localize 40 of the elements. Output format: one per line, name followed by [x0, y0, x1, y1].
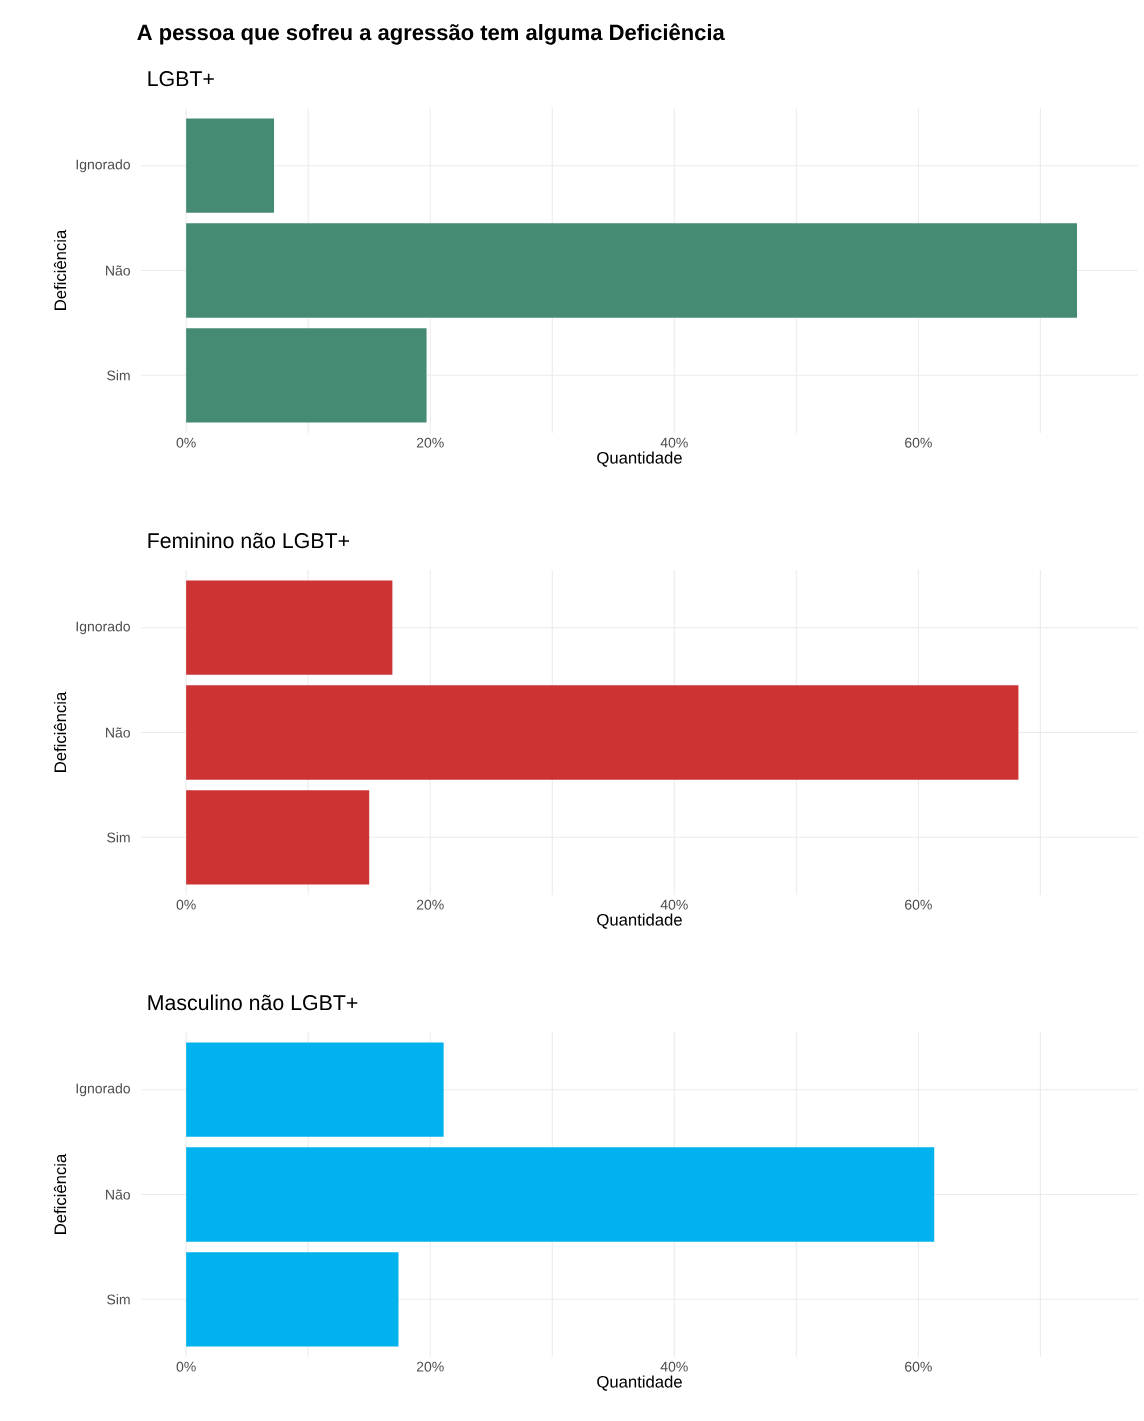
y-axis-title: Deficiência — [54, 691, 67, 772]
bar — [186, 1147, 935, 1242]
chart-subtitle: Masculino não LGBT+ — [148, 994, 358, 1011]
y-tick-label: Ignorado — [76, 159, 131, 173]
bar — [186, 685, 1019, 780]
chart-subtitle: LGBT+ — [148, 71, 214, 87]
chart-title: A pessoa que sofreu a agressão tem alguma Deficiência — [137, 23, 726, 45]
y-tick-label: Não — [106, 727, 131, 738]
chart-subtitle: Feminino não LGBT+ — [148, 532, 350, 549]
x-tick-label: 0% — [176, 899, 196, 910]
y-tick-label: Ignorado — [76, 621, 131, 635]
x-tick-label: 40% — [660, 1361, 688, 1372]
y-tick-label: Sim — [107, 1294, 130, 1305]
bar — [186, 1042, 444, 1137]
bar — [186, 118, 275, 213]
x-tick-label: 60% — [905, 437, 933, 448]
x-axis-title: Quantidade — [597, 913, 683, 929]
x-tick-label: 60% — [905, 1361, 933, 1372]
x-axis-title: Quantidade — [597, 1375, 683, 1391]
bar — [186, 1252, 399, 1347]
x-tick-label: 60% — [905, 899, 933, 910]
x-tick-label: 40% — [660, 899, 688, 910]
x-tick-label: 0% — [176, 437, 196, 448]
x-tick-label: 40% — [660, 437, 688, 448]
x-tick-label: 0% — [176, 1361, 196, 1372]
y-tick-label: Ignorado — [76, 1083, 131, 1097]
bar — [186, 328, 427, 423]
y-axis-title: Deficiência — [54, 1153, 67, 1234]
y-tick-label: Sim — [107, 832, 130, 843]
x-tick-label: 20% — [417, 437, 444, 448]
bar — [186, 790, 370, 885]
bar — [186, 580, 393, 675]
x-tick-label: 20% — [417, 1361, 444, 1372]
x-axis-title: Quantidade — [597, 451, 683, 467]
bar — [186, 223, 1078, 318]
y-tick-label: Não — [106, 1189, 131, 1200]
x-tick-label: 20% — [417, 899, 444, 910]
y-tick-label: Não — [106, 265, 131, 276]
y-tick-label: Sim — [107, 370, 130, 381]
y-axis-title: Deficiência — [54, 229, 67, 310]
